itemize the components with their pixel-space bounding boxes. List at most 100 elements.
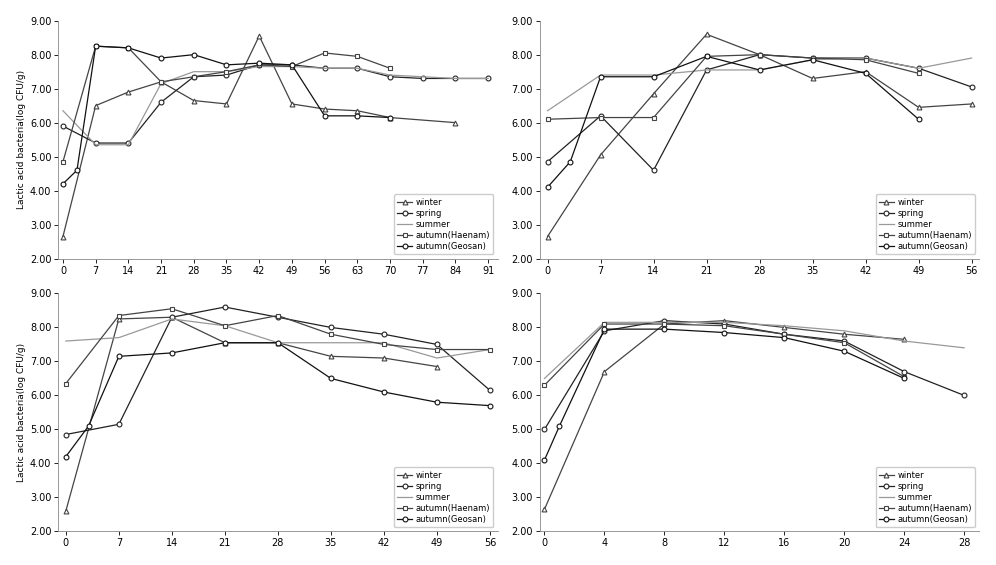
autumn(Haenam) <box>113 312 124 319</box>
winter <box>718 318 730 324</box>
winter <box>253 33 265 40</box>
spring <box>658 318 670 324</box>
autumn(Haenam) <box>155 79 167 85</box>
spring <box>431 341 443 348</box>
Line: spring: spring <box>542 318 967 432</box>
Line: winter: winter <box>542 318 906 512</box>
autumn(Geosan) <box>272 340 284 346</box>
summer <box>384 72 396 79</box>
spring <box>839 338 851 345</box>
summer <box>966 55 978 62</box>
Legend: winter, spring, summer, autumn(Haenam), autumn(Geosan): winter, spring, summer, autumn(Haenam), … <box>875 194 975 254</box>
autumn(Geosan) <box>898 375 910 382</box>
autumn(Haenam) <box>754 51 766 58</box>
winter <box>286 101 298 107</box>
winter <box>912 104 924 111</box>
summer <box>319 65 331 72</box>
spring <box>377 331 389 338</box>
summer <box>958 345 970 351</box>
spring <box>778 331 790 338</box>
autumn(Haenam) <box>188 73 200 80</box>
summer <box>166 315 178 322</box>
summer <box>155 80 167 87</box>
autumn(Geosan) <box>595 73 607 80</box>
winter <box>384 114 396 121</box>
winter <box>325 353 337 360</box>
Y-axis label: Lactic acid bacteria(log CFU/g): Lactic acid bacteria(log CFU/g) <box>17 70 26 209</box>
winter <box>123 89 134 95</box>
spring <box>599 328 611 334</box>
spring <box>482 75 494 82</box>
spring <box>352 65 364 72</box>
spring <box>286 62 298 68</box>
summer <box>449 75 461 82</box>
winter <box>219 340 231 346</box>
winter <box>700 31 712 38</box>
Line: spring: spring <box>61 62 491 145</box>
Line: autumn(Geosan): autumn(Geosan) <box>61 44 392 186</box>
autumn(Geosan) <box>599 326 611 333</box>
spring <box>860 55 872 62</box>
winter <box>778 324 790 331</box>
summer <box>272 340 284 346</box>
summer <box>123 141 134 148</box>
autumn(Haenam) <box>599 321 611 328</box>
autumn(Geosan) <box>188 51 200 58</box>
autumn(Haenam) <box>272 312 284 319</box>
Line: summer: summer <box>63 67 488 145</box>
summer <box>718 319 730 326</box>
autumn(Haenam) <box>898 373 910 380</box>
autumn(Haenam) <box>166 305 178 312</box>
Legend: winter, spring, summer, autumn(Haenam), autumn(Geosan): winter, spring, summer, autumn(Haenam), … <box>393 467 493 527</box>
autumn(Geosan) <box>839 348 851 355</box>
autumn(Haenam) <box>912 70 924 77</box>
winter <box>839 331 851 338</box>
spring <box>647 167 659 173</box>
spring <box>57 123 69 129</box>
autumn(Geosan) <box>431 399 443 406</box>
summer <box>700 67 712 73</box>
autumn(Geosan) <box>700 53 712 60</box>
autumn(Haenam) <box>286 63 298 70</box>
Line: summer: summer <box>545 323 964 379</box>
autumn(Haenam) <box>377 341 389 348</box>
Line: autumn(Haenam): autumn(Haenam) <box>64 306 492 386</box>
Line: spring: spring <box>545 52 974 173</box>
spring <box>807 55 819 62</box>
autumn(Geosan) <box>90 43 102 50</box>
winter <box>595 151 607 158</box>
autumn(Haenam) <box>807 55 819 62</box>
winter <box>431 363 443 370</box>
autumn(Geosan) <box>113 353 124 360</box>
autumn(Haenam) <box>539 382 551 389</box>
summer <box>647 72 659 79</box>
autumn(Haenam) <box>647 114 659 121</box>
autumn(Geosan) <box>123 45 134 51</box>
summer <box>839 328 851 334</box>
Line: autumn(Haenam): autumn(Haenam) <box>545 52 921 121</box>
summer <box>539 375 551 382</box>
Line: summer: summer <box>548 58 972 111</box>
winter <box>449 119 461 126</box>
summer <box>595 72 607 79</box>
autumn(Geosan) <box>754 67 766 73</box>
Line: winter: winter <box>545 32 974 239</box>
summer <box>377 340 389 346</box>
autumn(Geosan) <box>71 167 83 173</box>
autumn(Geosan) <box>384 114 396 121</box>
summer <box>482 75 494 82</box>
autumn(Haenam) <box>484 346 496 353</box>
winter <box>754 51 766 58</box>
winter <box>966 101 978 107</box>
spring <box>484 387 496 394</box>
summer <box>113 334 124 341</box>
autumn(Haenam) <box>57 158 69 165</box>
autumn(Geosan) <box>658 326 670 333</box>
summer <box>352 65 364 72</box>
spring <box>449 75 461 82</box>
spring <box>113 421 124 428</box>
summer <box>599 319 611 326</box>
autumn(Geosan) <box>325 375 337 382</box>
winter <box>352 107 364 114</box>
spring <box>966 84 978 90</box>
